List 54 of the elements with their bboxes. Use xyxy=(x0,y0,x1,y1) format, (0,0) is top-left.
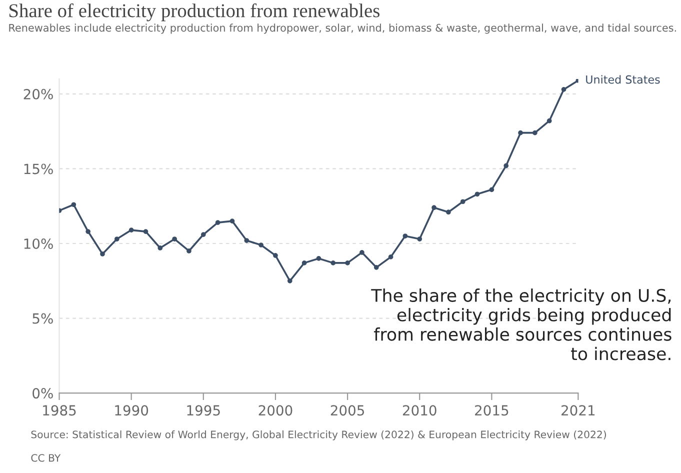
point xyxy=(432,205,436,210)
point xyxy=(316,256,322,261)
point xyxy=(172,236,177,242)
y-tick-label: 10% xyxy=(24,238,53,249)
point xyxy=(230,218,235,224)
point xyxy=(158,246,163,250)
text: CC BY xyxy=(31,454,61,462)
y-tick-label: 15% xyxy=(24,164,53,174)
x-tick-label: 2000 xyxy=(258,405,292,416)
point xyxy=(417,236,422,242)
point xyxy=(504,163,509,168)
point xyxy=(474,192,480,197)
point xyxy=(489,187,494,192)
point xyxy=(460,199,466,204)
y-tick-label: 20% xyxy=(24,88,53,100)
point xyxy=(244,238,250,243)
point xyxy=(446,210,451,215)
point xyxy=(345,260,350,266)
chart-title: Share of electricity production from renewables xyxy=(9,3,380,22)
point xyxy=(215,220,220,225)
source-note: Source: Statistical Review of World Energy, Global Electricity Review (2022) & European Electricity Review (2022) xyxy=(31,430,606,440)
point xyxy=(186,248,192,254)
x-tick-label: 2005 xyxy=(330,405,364,416)
x-tick-label: 2010 xyxy=(402,405,436,416)
point xyxy=(561,87,566,92)
x-tick-label: 2015 xyxy=(475,405,508,416)
x-tick-label: 1985 xyxy=(43,405,76,416)
y-tick-label: 5% xyxy=(32,313,53,324)
point xyxy=(518,130,523,136)
chart-subtitle: Renewables include electricity production from hydropower, solar, wind, biomass & waste, geothermal, wave, and tidal sources. xyxy=(9,24,676,34)
point xyxy=(402,234,408,238)
point xyxy=(360,250,364,255)
point xyxy=(302,260,307,266)
annotation: The share of the electricity on U.S, electricity grids being produced from renewable sources continues to increase. xyxy=(371,288,672,360)
point xyxy=(330,260,336,266)
point xyxy=(100,252,105,256)
point xyxy=(86,229,91,234)
x-tick-label: 1990 xyxy=(115,405,148,416)
series-label: United States xyxy=(586,75,660,84)
point xyxy=(287,278,292,284)
x-tick-label: 1995 xyxy=(187,405,220,416)
x-tick-label: 2021 xyxy=(562,405,595,416)
point xyxy=(143,229,148,234)
point xyxy=(258,242,264,248)
y-tick-label: 0% xyxy=(32,388,53,399)
point xyxy=(114,236,120,242)
point xyxy=(128,228,134,232)
point xyxy=(546,118,552,124)
point xyxy=(200,232,206,237)
point xyxy=(71,202,76,208)
point xyxy=(388,254,394,260)
point xyxy=(532,130,538,136)
point xyxy=(273,253,278,258)
point xyxy=(374,265,379,270)
